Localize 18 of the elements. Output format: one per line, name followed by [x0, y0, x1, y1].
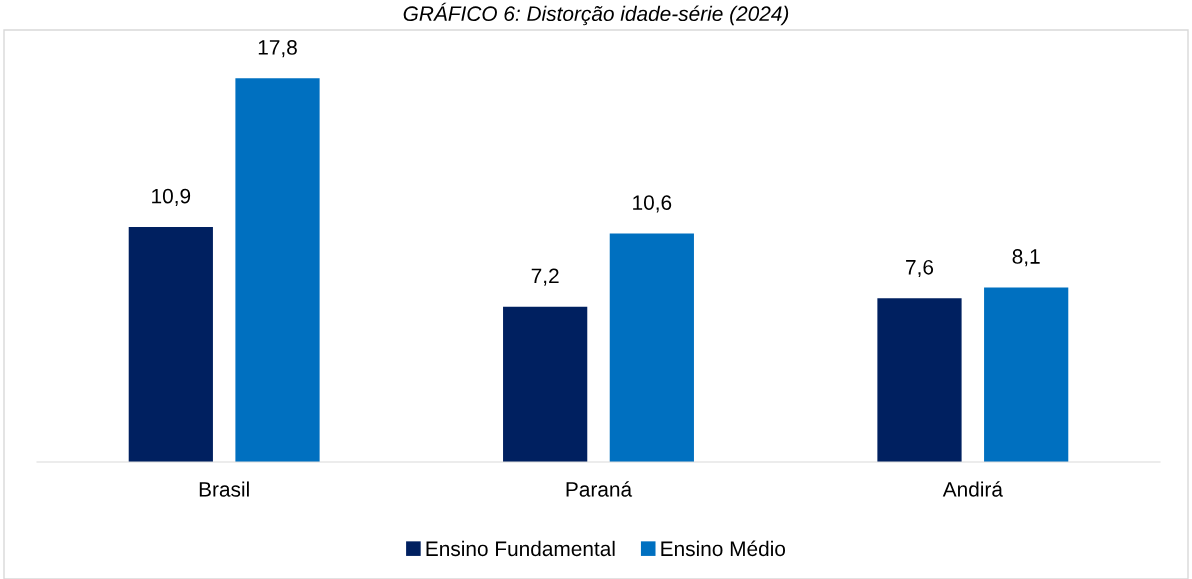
data-label: 7,2 [531, 268, 559, 286]
data-label: 7,6 [906, 259, 934, 278]
x-tick-label: Paraná [566, 481, 633, 497]
bar [128, 227, 213, 462]
data-label: 8,1 [1012, 249, 1040, 267]
bar [503, 306, 588, 462]
bar [984, 287, 1069, 462]
data-label: 10,6 [633, 195, 672, 213]
bar [235, 78, 320, 462]
x-tick-label: Brasil [199, 481, 249, 497]
chart-title: GRÁFICO 6: Distorção idade-série (2024) [403, 2, 789, 26]
legend-label: Ensino Fundamental [426, 540, 615, 557]
data-label: 10,9 [152, 188, 191, 206]
bar [877, 298, 962, 462]
data-label: 17,8 [258, 40, 297, 58]
bar [609, 233, 694, 462]
x-tick-label: Andirá [942, 481, 1003, 497]
legend-label: Ensino Médio [661, 540, 786, 557]
